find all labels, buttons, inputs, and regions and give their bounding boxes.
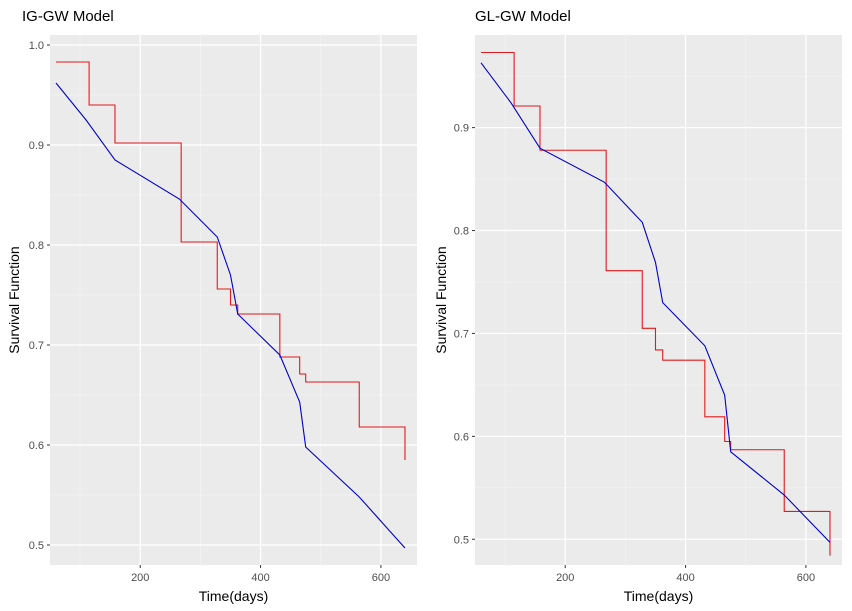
x-tick-label: 200 — [131, 572, 149, 584]
x-tick-label: 200 — [556, 572, 574, 584]
y-tick-label: 0.6 — [29, 440, 44, 452]
chart-title: GL-GW Model — [475, 8, 571, 25]
chart-panel-2: 200 400 600 0.5 0.6 0.7 0.8 0.9 GL-GW Model Time(… — [433, 8, 842, 604]
x-axis-title: Time(days) — [624, 588, 694, 604]
x-axis-title: Time(days) — [199, 588, 269, 604]
y-tick-label: 0.5 — [29, 540, 44, 552]
plot-background — [50, 35, 417, 565]
plot-background — [475, 35, 842, 565]
chart-panel-1: 200 400 600 0.5 0.6 0.7 0.8 0.9 1.0 IG-GW Model Ti… — [6, 8, 417, 604]
y-tick-label: 0.9 — [454, 123, 469, 135]
y-tick-label: 0.6 — [454, 431, 469, 443]
y-tick-label: 0.7 — [454, 328, 469, 340]
y-tick-label: 0.8 — [454, 226, 469, 238]
series-line-fitted-model — [480, 62, 831, 543]
y-tick-label: 0.9 — [29, 140, 44, 152]
series-line-empirical-km — [56, 61, 406, 460]
y-axis-title: Survival Function — [6, 246, 22, 353]
x-tick-label: 400 — [676, 572, 694, 584]
x-tick-label: 600 — [797, 572, 815, 584]
y-tick-label: 0.8 — [29, 240, 44, 252]
series-line-fitted-model — [55, 82, 406, 549]
series-line-empirical-km — [481, 51, 831, 556]
y-tick-label: 1.0 — [29, 40, 44, 52]
y-axis-title: Survival Function — [433, 246, 449, 353]
x-tick-label: 400 — [251, 572, 269, 584]
y-tick-label: 0.7 — [29, 340, 44, 352]
chart-title: IG-GW Model — [22, 8, 114, 25]
y-tick-label: 0.5 — [454, 534, 469, 546]
x-tick-label: 600 — [372, 572, 390, 584]
